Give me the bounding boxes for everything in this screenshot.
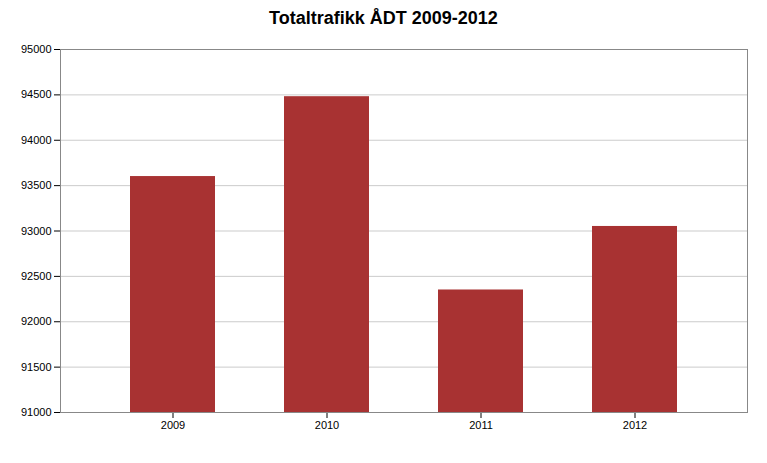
svg-text:94000: 94000 bbox=[21, 134, 52, 146]
svg-text:2009: 2009 bbox=[161, 419, 185, 431]
svg-text:94500: 94500 bbox=[21, 88, 52, 100]
svg-text:91500: 91500 bbox=[21, 361, 52, 373]
svg-text:2012: 2012 bbox=[623, 419, 647, 431]
svg-text:2011: 2011 bbox=[469, 419, 493, 431]
svg-text:95000: 95000 bbox=[21, 43, 52, 55]
svg-text:92000: 92000 bbox=[21, 315, 52, 327]
svg-text:92500: 92500 bbox=[21, 270, 52, 282]
svg-text:93000: 93000 bbox=[21, 225, 52, 237]
html-text:Totaltrafikk ÅDT 2009-2012: Totaltrafikk ÅDT 2009-2012 bbox=[269, 8, 498, 28]
svg-text:93500: 93500 bbox=[21, 179, 52, 191]
svg-text:91000: 91000 bbox=[21, 406, 52, 418]
svg-text:2010: 2010 bbox=[315, 419, 339, 431]
